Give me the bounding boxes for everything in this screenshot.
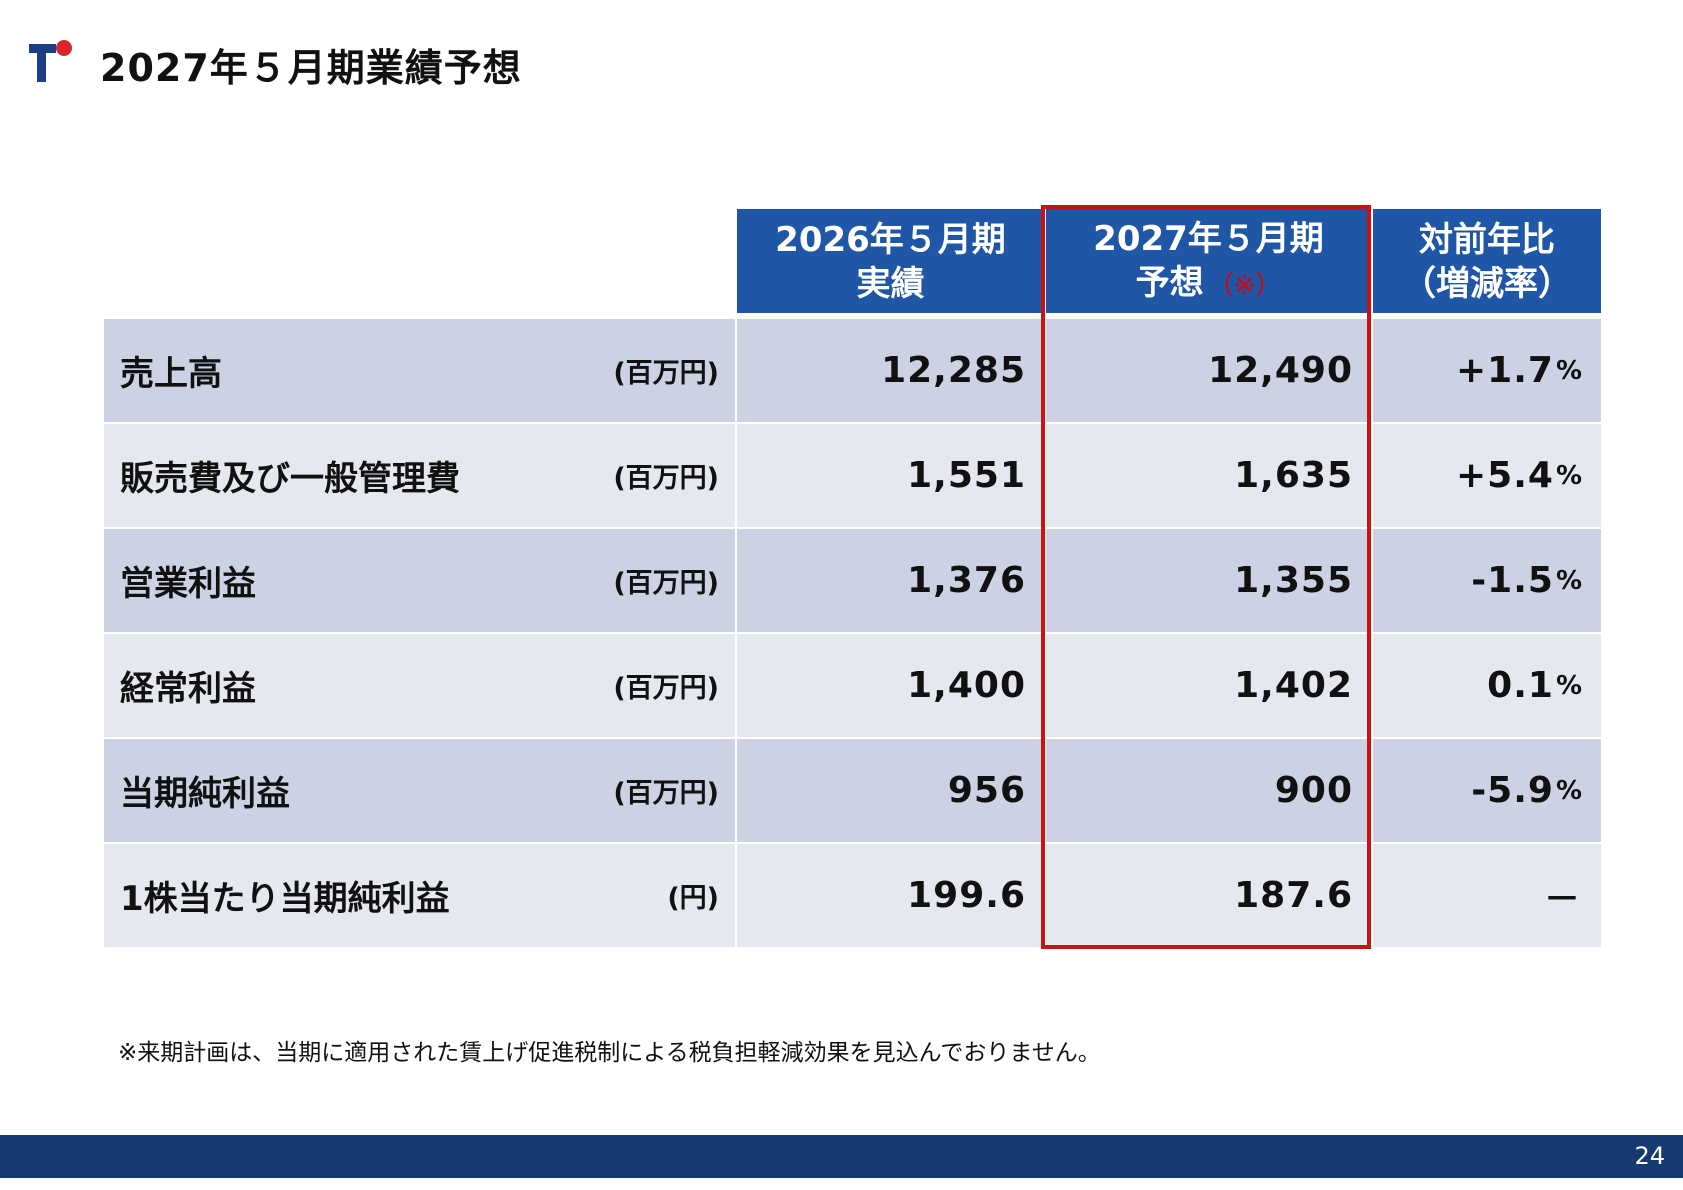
- footer-bar: 24: [0, 1135, 1683, 1178]
- row-label-cell: 1株当たり当期純利益 (円): [104, 844, 735, 947]
- page-title: 2027年５月期業績予想: [100, 46, 522, 90]
- change-value: -5.9: [1471, 770, 1554, 811]
- change-unit: %: [1555, 775, 1583, 806]
- actual-value: 199.6: [737, 844, 1044, 947]
- row-label: 売上高: [120, 354, 222, 394]
- column-header-change-line1: 対前年比: [1419, 220, 1555, 260]
- row-label-cell: 営業利益 (百万円): [104, 529, 735, 632]
- actual-value: 1,551: [737, 424, 1044, 527]
- column-header-actual: 2026年５月期 実績: [737, 209, 1044, 313]
- change-value-cell: +1.7%: [1373, 319, 1601, 422]
- column-header-change-line2: （増減率）: [1402, 264, 1572, 304]
- change-unit: %: [1555, 670, 1583, 701]
- row-label: 販売費及び一般管理費: [120, 459, 460, 499]
- row-label-cell: 売上高 (百万円): [104, 319, 735, 422]
- change-unit: %: [1555, 565, 1583, 596]
- column-header-actual-line1: 2026年５月期: [775, 220, 1006, 260]
- change-value-cell: －: [1373, 844, 1601, 947]
- change-value-cell: -1.5%: [1373, 529, 1601, 632]
- table-row: 1株当たり当期純利益 (円) 199.6 187.6 －: [104, 844, 1601, 947]
- page-number: 24: [1634, 1142, 1665, 1170]
- change-value: -1.5: [1471, 560, 1554, 601]
- row-label: 1株当たり当期純利益: [120, 879, 450, 919]
- column-header-change: 対前年比 （増減率）: [1373, 209, 1601, 313]
- change-value: +1.7: [1456, 350, 1554, 391]
- row-label-cell: 経常利益 (百万円): [104, 634, 735, 737]
- forecast-value: 187.6: [1046, 844, 1371, 947]
- table-row: 当期純利益 (百万円) 956 900 -5.9%: [104, 739, 1601, 842]
- change-value-cell: -5.9%: [1373, 739, 1601, 842]
- change-value-cell: +5.4%: [1373, 424, 1601, 527]
- row-unit: (百万円): [613, 358, 719, 389]
- change-value: +5.4: [1456, 455, 1554, 496]
- table-row: 経常利益 (百万円) 1,400 1,402 0.1%: [104, 634, 1601, 737]
- actual-value: 1,376: [737, 529, 1044, 632]
- row-label-cell: 販売費及び一般管理費 (百万円): [104, 424, 735, 527]
- forecast-value: 12,490: [1046, 319, 1371, 422]
- change-value: －: [1543, 878, 1581, 920]
- footnote: ※来期計画は、当期に適用された賃上げ促進税制による税負担軽減効果を見込んでおりま…: [118, 1040, 1101, 1066]
- column-header-forecast-note: （※）: [1207, 270, 1282, 301]
- column-header-actual-line2: 実績: [856, 264, 925, 304]
- actual-value: 956: [737, 739, 1044, 842]
- forecast-value: 1,635: [1046, 424, 1371, 527]
- forecast-value: 900: [1046, 739, 1371, 842]
- row-unit: (円): [667, 883, 719, 914]
- actual-value: 12,285: [737, 319, 1044, 422]
- company-logo-icon: [29, 40, 72, 82]
- change-value: 0.1: [1487, 665, 1554, 706]
- change-unit: %: [1555, 355, 1583, 386]
- row-unit: (百万円): [613, 568, 719, 599]
- table-row: 販売費及び一般管理費 (百万円) 1,551 1,635 +5.4%: [104, 424, 1601, 527]
- change-value-cell: 0.1%: [1373, 634, 1601, 737]
- column-header-forecast-line2: 予想: [1135, 262, 1204, 303]
- forecast-value: 1,402: [1046, 634, 1371, 737]
- row-unit: (百万円): [613, 463, 719, 494]
- row-label-cell: 当期純利益 (百万円): [104, 739, 735, 842]
- column-header-forecast-line1: 2027年５月期: [1093, 218, 1324, 259]
- change-unit: %: [1555, 460, 1583, 491]
- table-row: 営業利益 (百万円) 1,376 1,355 -1.5%: [104, 529, 1601, 632]
- table-row: 売上高 (百万円) 12,285 12,490 +1.7%: [104, 319, 1601, 422]
- actual-value: 1,400: [737, 634, 1044, 737]
- row-label: 営業利益: [120, 564, 256, 604]
- row-label: 経常利益: [120, 669, 256, 709]
- forecast-value: 1,355: [1046, 529, 1371, 632]
- row-unit: (百万円): [613, 778, 719, 809]
- column-header-forecast: 2027年５月期 予想 （※）: [1046, 209, 1371, 313]
- column-header-forecast-line2-wrap: 予想 （※）: [1136, 261, 1282, 308]
- row-unit: (百万円): [613, 673, 719, 704]
- row-label: 当期純利益: [120, 774, 290, 814]
